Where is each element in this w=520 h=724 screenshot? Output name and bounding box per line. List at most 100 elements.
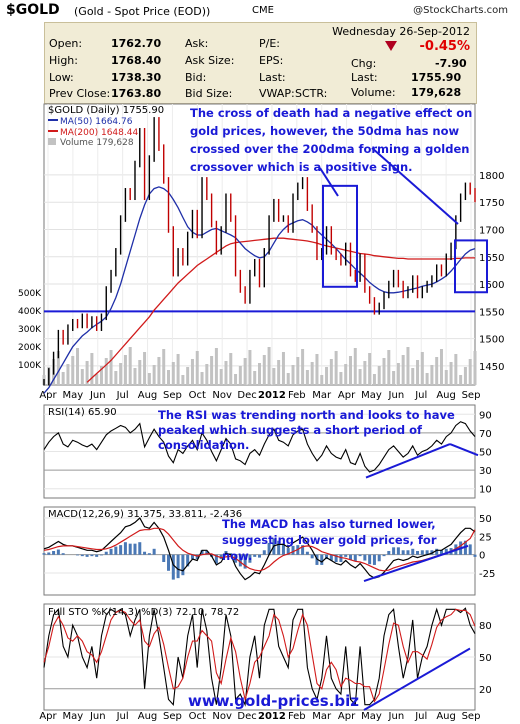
macd-histogram-bar [214,554,218,564]
month-label: Sep [462,390,481,401]
sto-tick-label: 50 [479,653,492,664]
quote-value: 179,628 [411,86,462,99]
volume-bar [310,362,314,385]
quote-label: Open: [49,37,83,50]
sto-title: Full STO %K(14,3) %D(3) 72.10, 78.72 [48,607,239,618]
volume-bar [444,370,448,385]
macd-histogram-bar [329,554,333,561]
macd-histogram-bar [277,540,281,555]
macd-tick-label: 0 [479,551,485,562]
macd-histogram-bar [253,554,257,557]
macd-histogram-bar [190,554,194,560]
price-chart-title: $GOLD (Daily) 1755.90 [48,105,164,116]
macd-histogram-bar [200,550,204,555]
rsi-tick-label: 10 [479,485,492,496]
quote-label: Prev Close: [49,87,111,100]
volume-bar [104,358,108,385]
volume-bar [119,363,123,385]
volume-bar [439,349,443,385]
volume-bar [291,365,295,385]
volume-bar [167,370,171,385]
volume-bar [229,353,233,385]
month-label: Aug [436,390,456,401]
annotation-arrow [319,167,339,197]
volume-tick-label: 500K [18,289,42,299]
month-label: Mar [312,711,332,722]
macd-histogram-bar [320,554,324,565]
symbol-description: (Gold - Spot Price (EOD)) [74,5,211,18]
macd-histogram-bar [109,548,113,555]
price-tick-label: 1800 [479,171,504,182]
volume-legend-label: Volume 179,628 [60,138,134,148]
quote-panel: Wednesday 26-Sep-2012 -0.45% Open: 1762.… [44,22,477,104]
macd-histogram-bar [401,550,405,555]
rsi-trend-line [365,443,451,479]
volume-bar [224,361,228,385]
macd-histogram-bar [392,547,396,555]
rsi-tick-label: 50 [479,448,492,459]
macd-histogram-bar [258,554,261,558]
highlight-box [454,239,488,294]
volume-bar [277,360,281,385]
price-tick-label: 1750 [479,198,504,209]
volume-bar [473,351,477,385]
month-label: Dec [237,390,256,401]
volume-bar [219,369,223,385]
quote-label: High: [49,54,78,67]
volume-bar [329,359,333,385]
macd-histogram-bar [186,554,190,567]
sto-tick-label: 80 [479,621,492,632]
volume-bar [109,350,113,385]
volume-bar [377,366,381,385]
volume-bar [406,347,410,385]
macd-histogram-bar [262,550,266,555]
macd-histogram-bar [167,554,171,571]
volume-tick-label: 100K [18,361,42,371]
volume-bar [305,370,309,385]
macd-histogram-bar [363,554,367,561]
volume-legend-swatch [48,138,56,145]
macd-histogram-bar [95,554,99,557]
volume-bar [272,368,276,385]
rsi-tick-label: 70 [479,429,492,440]
macd-histogram-bar [348,554,352,560]
month-label: Aug [138,711,158,722]
month-label: Feb [288,390,306,401]
annotation-arrow [371,147,459,225]
quote-date: Wednesday 26-Sep-2012 [332,25,470,38]
rsi-trend-line [449,443,479,457]
copyright-label: @StockCharts.com [413,5,508,16]
volume-bar [382,358,386,385]
volume-bar [449,362,453,385]
macd-histogram-bar [473,554,477,557]
macd-histogram-bar [229,553,233,555]
volume-bar [454,354,458,385]
volume-bar [243,358,247,385]
macd-histogram-bar [353,554,357,562]
macd-histogram-bar [195,554,199,560]
quote-label: VWAP: [259,87,295,100]
month-label: 2012 [258,390,286,401]
volume-bar [325,367,329,385]
month-label: Apr [39,711,57,722]
volume-bar [99,366,103,385]
volume-bar [234,374,238,385]
volume-bar [181,375,185,385]
rsi-line [43,421,476,473]
volume-bar [76,348,80,385]
month-label: Jun [89,711,106,722]
volume-bar [468,359,472,385]
quote-label: P/E: [259,37,280,50]
volume-bar [195,351,199,385]
macd-histogram-bar [468,544,472,555]
quote-label: Last: [259,71,286,84]
volume-bar [301,349,305,385]
volume-bar [147,373,151,385]
rsi-annotation-text: peaked which suggests a short period of [158,423,423,437]
month-label: Oct [189,711,206,722]
macd-histogram-bar [382,554,386,557]
sto-trend-line [363,647,471,711]
volume-bar [143,352,147,385]
volume-bar [56,351,60,385]
volume-bar [186,367,190,385]
